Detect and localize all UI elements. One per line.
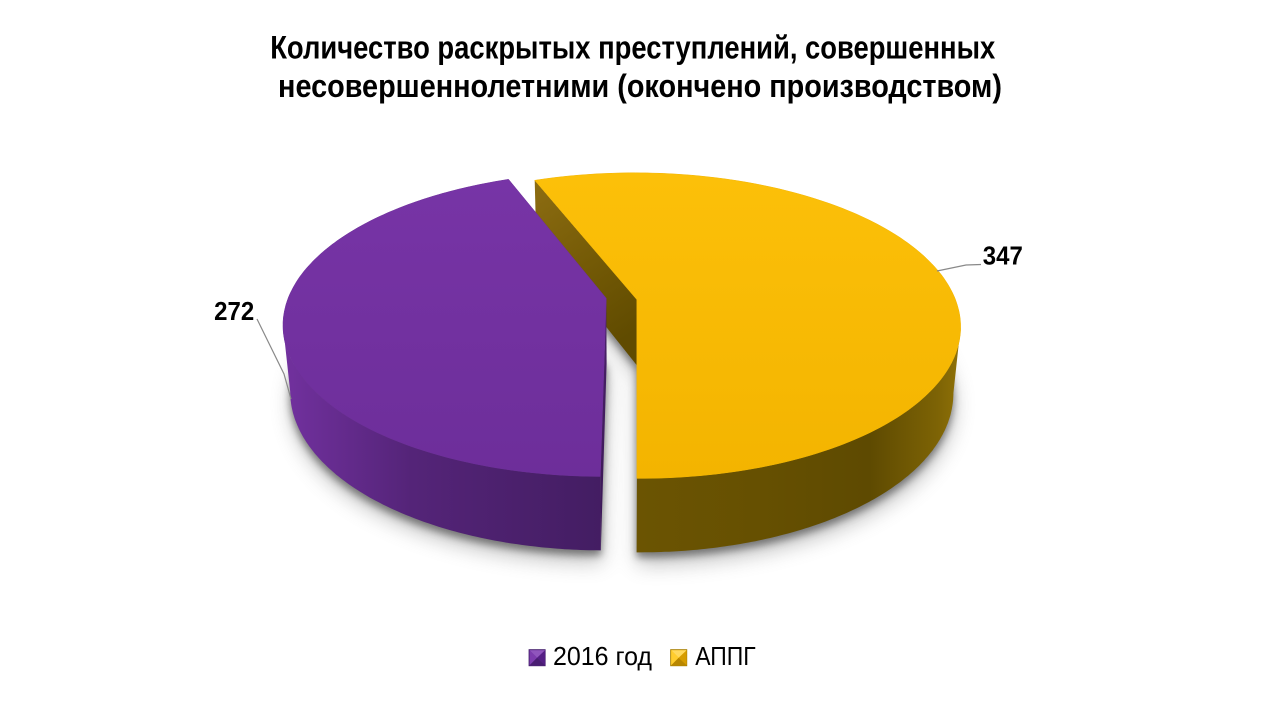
svg-text:272: 272 bbox=[214, 297, 254, 326]
svg-text:347: 347 bbox=[983, 242, 1023, 271]
svg-text:2016 год: 2016 год bbox=[553, 643, 652, 671]
svg-text:Количество раскрытых преступле: Количество раскрытых преступлений, совер… bbox=[270, 30, 995, 66]
svg-text:АППГ: АППГ bbox=[695, 643, 755, 671]
svg-text:несовершеннолетними (окончено: несовершеннолетними (окончено производст… bbox=[278, 67, 1002, 104]
